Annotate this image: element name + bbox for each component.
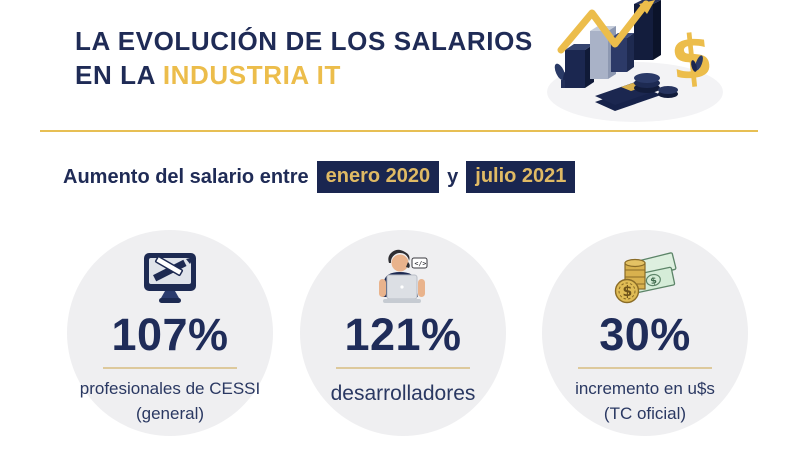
stat-label-line1: incremento en u$s <box>575 379 715 399</box>
stat-label-line2: (TC oficial) <box>603 403 687 423</box>
title-highlight: INDUSTRIA IT <box>162 60 341 90</box>
stat-underline <box>336 367 470 370</box>
svg-text:$: $ <box>650 276 658 287</box>
dollar-sign-icon: $ <box>667 21 716 95</box>
stat-label-line1: profesionales de CESSI <box>79 379 261 399</box>
title-line2: EN LA INDUSTRIA IT <box>75 60 341 90</box>
stat-value: 107% <box>111 309 229 360</box>
bar-chart-icon <box>565 0 661 88</box>
coins-icon <box>634 73 678 98</box>
title-line2-prefix: EN LA <box>75 60 163 90</box>
divider-line <box>40 130 758 132</box>
growth-arrow-icon <box>557 0 655 54</box>
developer-laptop-icon: </> <box>370 245 436 307</box>
stat-card-developers: </> 121% desarrolladores <box>300 230 506 436</box>
stat-card-usd: $ $ 30% incremento en u$s (TC oficial) <box>542 230 748 436</box>
stat-label-line2: (general) <box>135 403 205 423</box>
coins-bills-icon: $ $ <box>608 245 682 307</box>
stat-underline <box>103 367 237 370</box>
plant-right-icon <box>691 55 703 72</box>
svg-text:</>: </> <box>415 260 427 268</box>
stat-value: 121% <box>344 309 462 360</box>
stat-value: 30% <box>599 309 691 360</box>
date-chip-end: julio 2021 <box>466 161 576 193</box>
date-chip-start: enero 2020 <box>316 161 440 193</box>
stat-underline <box>578 367 712 370</box>
svg-text:$: $ <box>623 284 633 300</box>
page-title: LA EVOLUCIÓN DE LOS SALARIOS EN LA INDUS… <box>75 24 533 92</box>
subtitle-prefix: Aumento del salario entre <box>63 165 309 188</box>
title-line1: LA EVOLUCIÓN DE LOS SALARIOS <box>75 26 533 56</box>
subtitle: Aumento del salario entre enero 2020 y j… <box>63 161 576 193</box>
monitor-pencil-icon <box>139 245 201 307</box>
salary-growth-illustration: $ <box>547 0 723 122</box>
subtitle-connector: y <box>447 165 459 188</box>
stat-card-cessi: 107% profesionales de CESSI (general) <box>67 230 273 436</box>
stat-label-line1: desarrolladores <box>330 382 476 406</box>
